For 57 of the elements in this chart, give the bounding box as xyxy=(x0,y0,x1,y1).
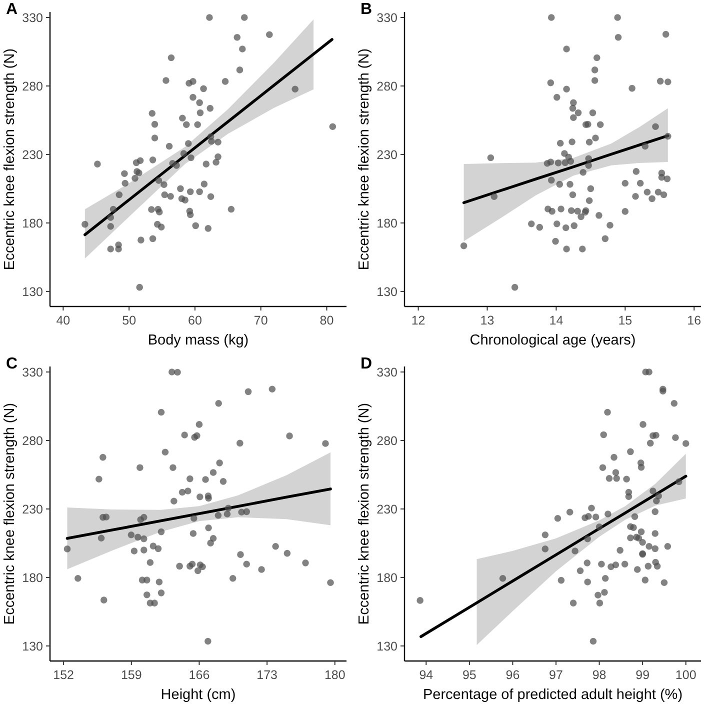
chart-title: B xyxy=(360,1,372,18)
y-tick-label: 130 xyxy=(376,639,398,654)
y-tick-label: 330 xyxy=(22,365,44,380)
y-axis-title: Eccentric knee flexion strength (N) xyxy=(356,402,372,625)
x-tick-label: 180 xyxy=(324,668,346,682)
y-tick-label: 180 xyxy=(22,570,44,585)
x-tick-label: 12 xyxy=(411,314,426,328)
x-tick-label: 40 xyxy=(56,314,70,328)
chart-title: C xyxy=(6,356,18,372)
x-tick-label: 98 xyxy=(592,668,606,682)
x-tick-label: 13 xyxy=(480,314,494,328)
x-tick-label: 95 xyxy=(462,668,476,682)
y-tick-label: 330 xyxy=(376,10,398,25)
x-axis-title: Height (cm) xyxy=(160,687,236,703)
x-tick-label: 94 xyxy=(419,668,434,682)
x-tick-label: 60 xyxy=(188,314,202,328)
x-tick-label: 96 xyxy=(506,668,520,682)
y-tick-label: 330 xyxy=(22,10,44,25)
y-tick-label: 180 xyxy=(22,216,44,230)
x-tick-label: 99 xyxy=(636,668,650,682)
x-tick-label: 80 xyxy=(320,314,334,328)
y-tick-label: 230 xyxy=(376,148,398,162)
x-tick-label: 152 xyxy=(53,668,74,682)
x-tick-label: 50 xyxy=(122,314,136,328)
y-tick-label: 180 xyxy=(376,216,398,230)
x-tick-label: 70 xyxy=(254,314,268,328)
chart-title: A xyxy=(6,1,18,18)
x-tick-label: 97 xyxy=(549,668,563,682)
y-tick-label: 180 xyxy=(376,570,398,585)
x-tick-label: 15 xyxy=(618,314,632,328)
y-tick-label: 230 xyxy=(22,502,44,516)
y-tick-label: 230 xyxy=(376,502,398,516)
y-tick-label: 130 xyxy=(22,639,44,654)
x-tick-label: 100 xyxy=(675,668,696,682)
y-tick-label: 280 xyxy=(22,434,44,448)
x-tick-label: 173 xyxy=(256,668,278,682)
y-tick-label: 330 xyxy=(376,365,398,380)
y-tick-label: 230 xyxy=(22,148,44,162)
y-tick-label: 280 xyxy=(376,79,398,94)
y-axis-title: Eccentric knee flexion strength (N) xyxy=(2,48,18,270)
x-tick-label: 16 xyxy=(687,314,702,328)
x-axis-title: Body mass (kg) xyxy=(148,332,249,348)
chart-title: D xyxy=(360,356,372,372)
y-tick-label: 280 xyxy=(376,434,398,448)
y-axis-title: Eccentric knee flexion strength (N) xyxy=(2,402,18,625)
line-series xyxy=(66,488,332,540)
y-tick-label: 280 xyxy=(22,79,44,94)
line-series xyxy=(84,38,334,236)
x-axis-title: Percentage of predicted adult height (%) xyxy=(422,687,683,703)
y-axis-title: Eccentric knee flexion strength (N) xyxy=(356,48,372,270)
x-tick-label: 14 xyxy=(549,314,564,328)
y-tick-label: 130 xyxy=(376,284,398,299)
x-axis-title: Chronological age (years) xyxy=(470,332,636,348)
x-tick-label: 159 xyxy=(120,668,142,682)
y-tick-label: 130 xyxy=(22,284,44,299)
x-tick-label: 166 xyxy=(188,668,210,682)
line-series xyxy=(420,474,688,638)
